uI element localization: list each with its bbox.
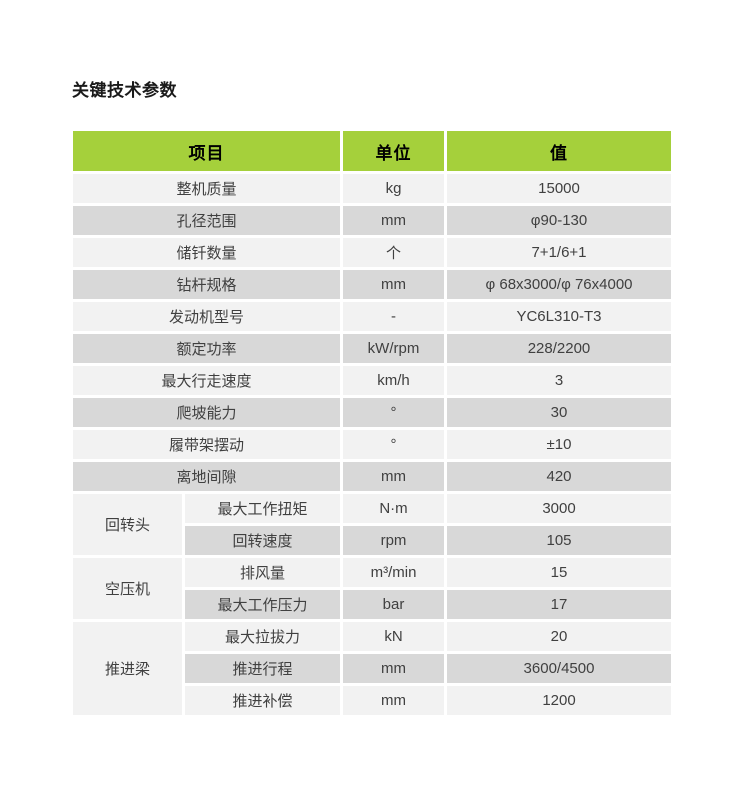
item-cell: 推进行程 (182, 651, 343, 686)
page-title: 关键技术参数 (72, 81, 177, 100)
unit-cell: 个 (340, 235, 447, 270)
header-row: 项目 单位 值 (70, 128, 674, 174)
unit-cell: kW/rpm (340, 331, 447, 366)
item-cell: 额定功率 (70, 331, 343, 366)
table-row: 发动机型号 - YC6L310-T3 (70, 299, 674, 334)
table-row: 最大工作压力 bar 17 (72, 587, 674, 622)
params-table: 项目 单位 值 整机质量 kg 15000 孔径范围 mm φ90-130 储钎数量个 7+1… (70, 128, 674, 718)
unit-cell: bar (340, 587, 447, 622)
item-cell: 最大工作扭矩 (182, 491, 343, 526)
value-cell: 1200 (444, 683, 674, 718)
table-row: 最大行走速度 km/h 3 (70, 363, 674, 398)
table-row: 孔径范围 mm φ90-130 (70, 203, 674, 238)
column-header-unit: 单位 (340, 128, 447, 174)
table-row: 爬坡能力 ° 30 (70, 395, 674, 430)
unit-cell: ° (340, 395, 447, 430)
value-cell: 17 (444, 587, 674, 622)
table-row: 推进梁 最大拉拔力 kN 20 (70, 619, 674, 718)
value-cell: φ 68x3000/φ 76x4000 (444, 267, 674, 302)
value-cell: 420 (444, 459, 674, 494)
unit-cell: mm (340, 651, 447, 686)
unit-cell: km/h (340, 363, 447, 398)
item-cell: 钻杆规格 (70, 267, 343, 302)
table-row: 推进行程 mm 3600/4500 (72, 651, 674, 686)
item-cell: 最大拉拔力 (182, 619, 343, 654)
item-cell: 回转速度 (182, 523, 343, 558)
unit-cell: kg (340, 171, 447, 206)
unit-cell: mm (340, 267, 447, 302)
item-cell: 整机质量 (70, 171, 343, 206)
group-cell: 推进梁 (70, 619, 185, 718)
column-header-value: 值 (444, 128, 674, 174)
value-cell: 15000 (444, 171, 674, 206)
table-row: 履带架摆动 ° ±10 (70, 427, 674, 462)
value-cell: YC6L310-T3 (444, 299, 674, 334)
table-row: 回转速度 rpm 105 (72, 523, 674, 558)
value-cell: ±10 (444, 427, 674, 462)
table-row: 推进补偿 mm 1200 (72, 683, 674, 718)
value-cell: 30 (444, 395, 674, 430)
unit-cell: kN (340, 619, 447, 654)
table-row: 钻杆规格 mm φ 68x3000/φ 76x4000 (70, 267, 674, 302)
item-cell: 排风量 (182, 555, 343, 590)
unit-cell: N·m (340, 491, 447, 526)
table-row: 回转头 最大工作扭矩 N·m 3000 (70, 491, 674, 558)
value-cell: 3 (444, 363, 674, 398)
value-cell: 7+1/6+1 (444, 235, 674, 270)
unit-cell: - (340, 299, 447, 334)
params-table-head: 项目 单位 值 (70, 128, 674, 174)
unit-cell: mm (340, 459, 447, 494)
unit-cell: rpm (340, 523, 447, 558)
table-row: 空压机 排风量 m³/min 15 (70, 555, 674, 622)
table-row: 额定功率 kW/rpm 228/2200 (70, 331, 674, 366)
value-cell: 228/2200 (444, 331, 674, 366)
value-cell: 3000 (444, 491, 674, 526)
value-cell: 15 (444, 555, 674, 590)
unit-cell: mm (340, 683, 447, 718)
item-cell: 爬坡能力 (70, 395, 343, 430)
value-cell: 20 (444, 619, 674, 654)
value-cell: 3600/4500 (444, 651, 674, 686)
item-cell: 推进补偿 (182, 683, 343, 718)
item-cell: 最大行走速度 (70, 363, 343, 398)
unit-cell: m³/min (340, 555, 447, 590)
unit-cell: mm (340, 203, 447, 238)
column-header-item: 项目 (70, 128, 343, 174)
value-cell: 105 (444, 523, 674, 558)
item-cell: 最大工作压力 (182, 587, 343, 622)
item-cell: 离地间隙 (70, 459, 343, 494)
group-cell: 回转头 (70, 491, 185, 558)
group-cell: 空压机 (70, 555, 185, 622)
unit-cell: ° (340, 427, 447, 462)
table-row: 整机质量 kg 15000 (70, 171, 674, 206)
item-cell: 履带架摆动 (70, 427, 343, 462)
item-cell: 储钎数量 (70, 235, 343, 270)
table-row: 离地间隙 mm 420 (70, 459, 674, 494)
value-cell: φ90-130 (444, 203, 674, 238)
item-cell: 孔径范围 (70, 203, 343, 238)
params-table-body: 整机质量 kg 15000 孔径范围 mm φ90-130 储钎数量个 7+1/6+1 钻杆规格… (70, 171, 674, 718)
table-row: 储钎数量个 7+1/6+1 (70, 235, 674, 270)
item-cell: 发动机型号 (70, 299, 343, 334)
